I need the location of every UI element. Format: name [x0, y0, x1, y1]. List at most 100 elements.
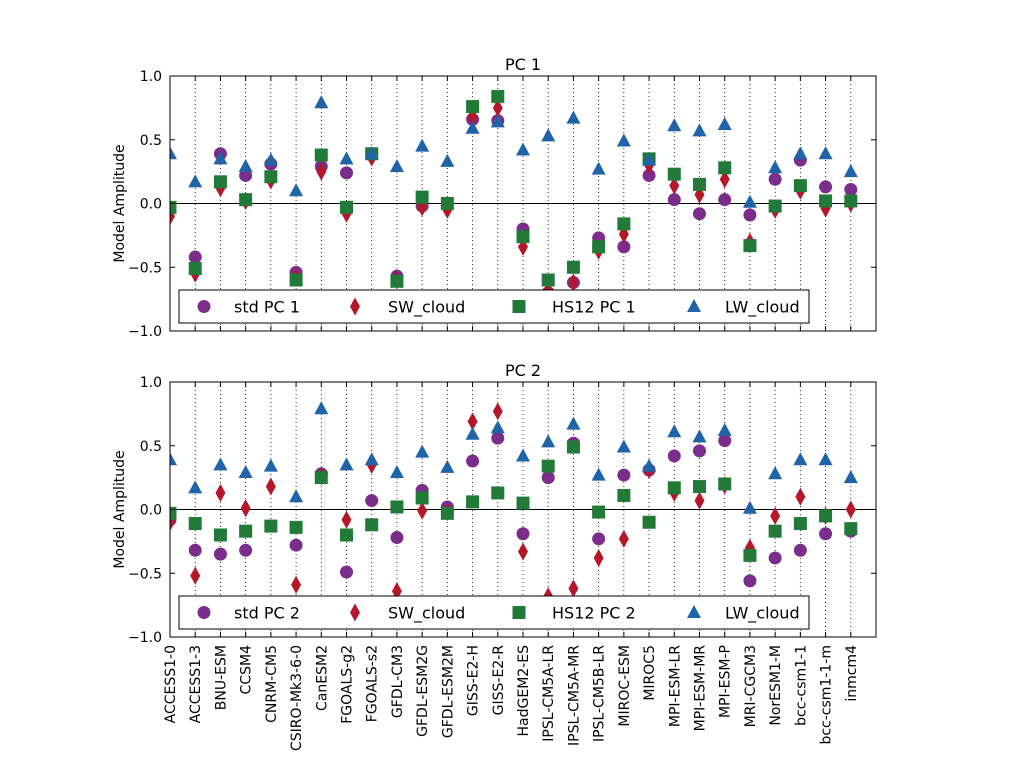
point-std-pc-2-mri-cgcm3	[743, 574, 757, 588]
legend-label-sw-cloud: SW_cloud	[388, 298, 465, 318]
point-sw-cloud-inmcm4	[845, 500, 856, 519]
point-lw-cloud-mpi-esm-lr	[667, 118, 682, 132]
legend: std PC 1 SW_cloud HS12 PC 1 LW_cloud	[178, 289, 810, 324]
point-std-pc-1-mpi-esm-mr	[693, 207, 706, 221]
point-lw-cloud-gfdl-esm2g	[415, 138, 430, 152]
point-lw-cloud-cnrm-cm5	[263, 152, 278, 166]
point-sw-cloud-bcc-csm1-1	[795, 487, 806, 506]
y-tick-label: 0.5	[140, 439, 162, 455]
point-hs12-pc-2-ipsl-cm5a-lr	[541, 459, 555, 473]
point-lw-cloud-ipsl-cm5b-lr	[591, 467, 606, 481]
point-lw-cloud-bnu-esm	[213, 457, 228, 471]
point-sw-cloud-ccsm4	[240, 499, 251, 518]
legend-marker-hs12-pc-1	[512, 300, 526, 313]
y-axis-label: Model Amplitude	[112, 450, 128, 568]
point-hs12-pc-2-mpi-esm-lr	[667, 481, 681, 495]
point-std-pc-2-ipsl-cm5a-lr	[541, 471, 555, 485]
x-tick-label-noresm1-m: NorESM1-M	[768, 645, 784, 726]
point-lw-cloud-ipsl-cm5a-mr	[566, 110, 581, 124]
point-lw-cloud-gfdl-esm2m	[440, 153, 455, 167]
legend-box	[178, 289, 810, 324]
point-std-pc-1-bcc-csm1-1-m	[819, 180, 833, 194]
x-tick-label-access1-0: ACCESS1-0	[163, 645, 179, 723]
legend: std PC 2 SW_cloud HS12 PC 2 LW_cloud	[178, 595, 810, 630]
point-hs12-pc-2-hadgem2-es	[516, 496, 530, 510]
point-hs12-pc-1-ipsl-cm5a-lr	[541, 273, 555, 287]
x-tick-label-fgoals-g2: FGOALS-g2	[340, 645, 356, 724]
legend-marker-hs12-pc-2	[512, 606, 526, 619]
point-sw-cloud-canesm2	[316, 162, 327, 181]
point-std-pc-1-noresm1-m	[768, 172, 782, 186]
point-lw-cloud-mpi-esm-mr	[692, 429, 707, 443]
point-sw-cloud-access1-3	[190, 566, 201, 585]
point-std-pc-1-miroc-esm	[617, 240, 631, 254]
legend-marker-std-pc-1	[197, 300, 211, 313]
point-std-pc-1-fgoals-g2	[340, 166, 353, 180]
point-hs12-pc-2-bcc-csm1-1-m	[819, 509, 833, 523]
y-tick-label: −0.5	[128, 260, 162, 276]
point-std-pc-1-miroc5	[642, 168, 656, 182]
point-lw-cloud-bcc-csm1-1-m	[818, 452, 833, 466]
point-lw-cloud-gfdl-esm2g	[415, 444, 430, 458]
point-lw-cloud-access1-0	[170, 452, 177, 466]
point-lw-cloud-canesm2	[314, 401, 329, 415]
x-tick-label-mpi-esm-lr: MPI-ESM-LR	[667, 645, 683, 727]
point-hs12-pc-1-hadgem2-es	[516, 230, 530, 244]
point-hs12-pc-2-noresm1-m	[768, 524, 782, 538]
point-lw-cloud-ccsm4	[238, 465, 253, 479]
y-tick-label: 0.0	[140, 197, 162, 213]
point-lw-cloud-giss-e2-h	[465, 426, 480, 440]
point-hs12-pc-2-miroc5	[642, 515, 656, 529]
point-hs12-pc-1-access1-0	[170, 200, 177, 214]
point-lw-cloud-csiro-mk3-6-0	[289, 489, 304, 503]
point-lw-cloud-mpi-esm-mr	[692, 123, 707, 137]
legend-marker-lw-cloud	[687, 299, 701, 312]
point-std-pc-2-bcc-csm1-1-m	[819, 527, 833, 541]
y-tick-label: 0.0	[140, 503, 162, 519]
legend-marker-lw-cloud	[687, 605, 701, 618]
point-hs12-pc-1-gfdl-esm2m	[440, 197, 454, 210]
point-std-pc-2-fgoals-g2	[340, 565, 353, 579]
point-hs12-pc-2-cnrm-cm5	[264, 519, 278, 533]
point-sw-cloud-gfdl-esm2g	[417, 501, 428, 520]
point-sw-cloud-mpi-esm-lr	[669, 176, 680, 195]
x-tick-label-gfdl-cm3: GFDL-CM3	[390, 645, 406, 718]
y-tick-label: 0.5	[140, 133, 162, 149]
x-tick-label-hadgem2-es: HadGEM2-ES	[516, 645, 532, 737]
point-std-pc-2-csiro-mk3-6-0	[289, 538, 303, 552]
point-std-pc-1-mri-cgcm3	[743, 208, 757, 222]
point-hs12-pc-2-mpi-esm-mr	[693, 480, 706, 494]
point-lw-cloud-noresm1-m	[768, 466, 783, 480]
legend-box	[178, 595, 810, 630]
x-tick-label-gfdl-esm2g: GFDL-ESM2G	[415, 645, 431, 737]
x-tick-label-ipsl-cm5b-lr: IPSL-CM5B-LR	[592, 645, 608, 742]
x-tick-label-fgoals-s2: FGOALS-s2	[365, 645, 381, 722]
point-hs12-pc-2-giss-e2-h	[466, 495, 480, 509]
point-hs12-pc-1-gfdl-esm2g	[415, 190, 429, 204]
point-std-pc-2-mpi-esm-p	[718, 434, 732, 448]
point-sw-cloud-giss-e2-r	[492, 98, 503, 117]
point-sw-cloud-ipsl-cm5a-mr	[568, 273, 579, 292]
point-std-pc-2-ipsl-cm5b-lr	[592, 532, 606, 546]
point-std-pc-2-noresm1-m	[768, 551, 782, 565]
point-sw-cloud-mpi-esm-mr	[694, 491, 705, 510]
legend-marker-sw-cloud	[350, 603, 360, 622]
point-lw-cloud-gfdl-cm3	[389, 465, 404, 479]
x-tick-label-mpi-esm-p: MPI-ESM-P	[718, 645, 734, 718]
point-lw-cloud-mpi-esm-p	[717, 116, 732, 130]
point-lw-cloud-inmcm4	[843, 164, 858, 178]
x-tick-label-csiro-mk3-6-0: CSIRO-Mk3-6-0	[289, 645, 305, 751]
y-axis-label: Model Amplitude	[112, 144, 128, 262]
point-hs12-pc-1-access1-3	[188, 262, 202, 276]
point-std-pc-1-mpi-esm-p	[718, 193, 732, 207]
y-tick-label: −1.0	[128, 630, 162, 646]
point-hs12-pc-1-mpi-esm-mr	[693, 177, 706, 191]
point-hs12-pc-1-bcc-csm1-1-m	[819, 194, 833, 208]
point-hs12-pc-1-ccsm4	[239, 193, 253, 207]
point-hs12-pc-1-giss-e2-h	[466, 100, 480, 114]
point-hs12-pc-2-ipsl-cm5b-lr	[592, 505, 606, 519]
panel-pc1: 1.0 0.5 0.0 −0.5 −1.0 PC 1 Model Amplitude std …	[112, 55, 877, 340]
point-lw-cloud-canesm2	[314, 95, 329, 109]
point-std-pc-2-mpi-esm-mr	[693, 444, 706, 458]
